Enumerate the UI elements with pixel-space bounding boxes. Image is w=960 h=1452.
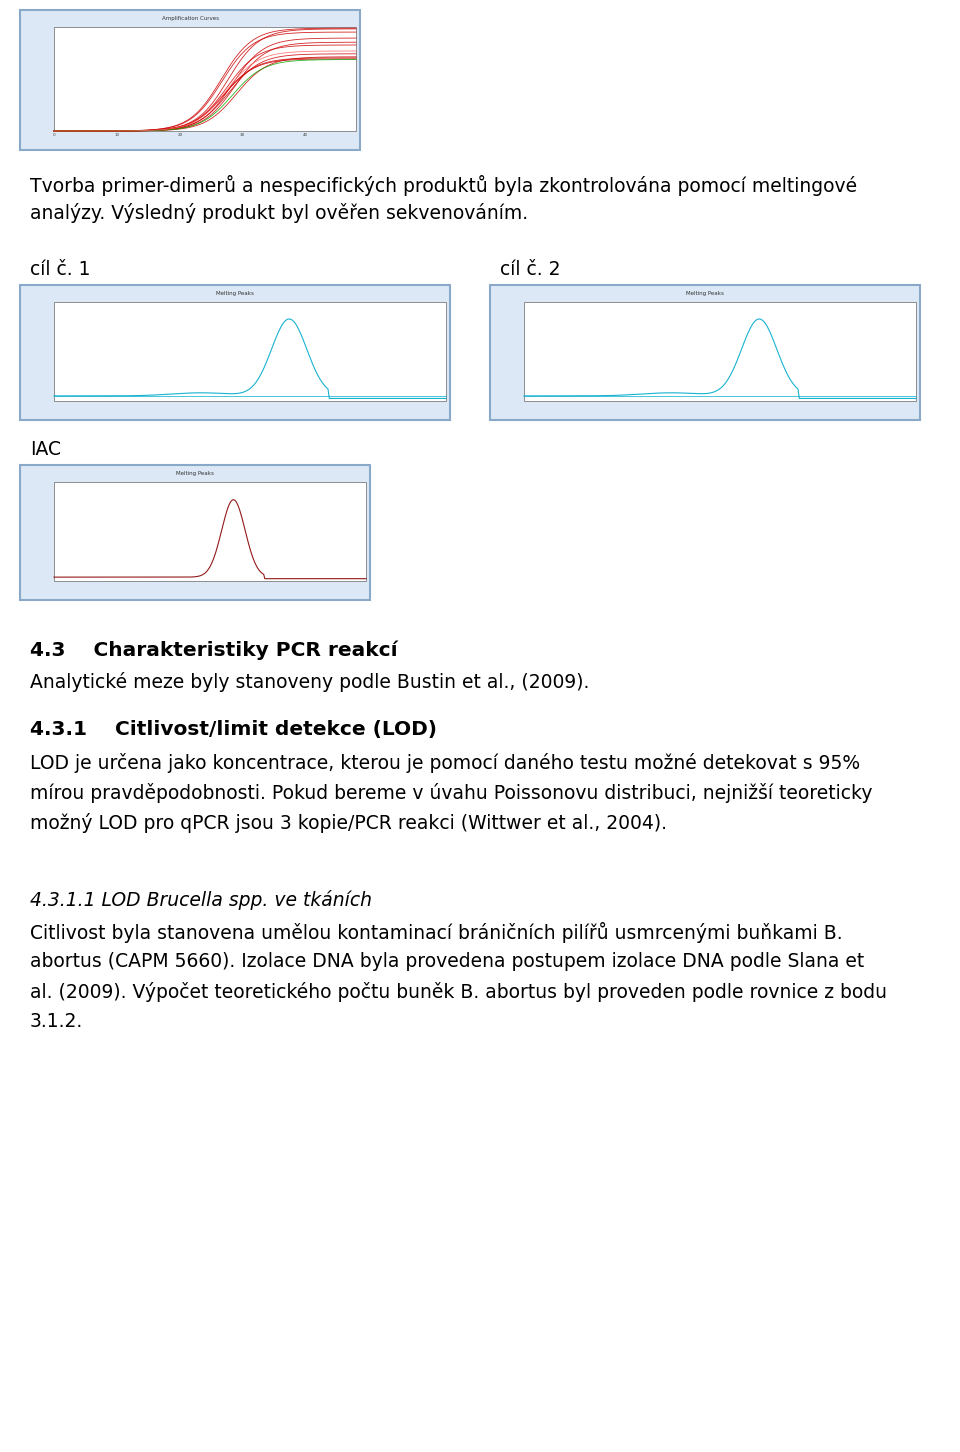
Text: 0: 0 — [53, 134, 56, 136]
Text: cíl č. 1: cíl č. 1 — [30, 260, 90, 279]
Text: 4.3.1    Citlivost/limit detekce (LOD): 4.3.1 Citlivost/limit detekce (LOD) — [30, 720, 437, 739]
Text: LOD je určena jako koncentrace, kterou je pomocí daného testu možné detekovat s : LOD je určena jako koncentrace, kterou j… — [30, 754, 860, 772]
Text: mírou pravděpodobnosti. Pokud bereme v úvahu Poissonovu distribuci, nejnižší teo: mírou pravděpodobnosti. Pokud bereme v ú… — [30, 783, 873, 803]
FancyBboxPatch shape — [20, 285, 450, 420]
Text: Melting Peaks: Melting Peaks — [686, 290, 724, 296]
Text: Analytické meze byly stanoveny podle Bustin et al., (2009).: Analytické meze byly stanoveny podle Bus… — [30, 672, 589, 693]
Text: Citlivost byla stanovena umělou kontaminací bráničních pilířů usmrcenými buňkami: Citlivost byla stanovena umělou kontamin… — [30, 922, 843, 942]
FancyBboxPatch shape — [54, 302, 446, 401]
FancyBboxPatch shape — [54, 482, 366, 581]
FancyBboxPatch shape — [20, 465, 370, 600]
Text: Melting Peaks: Melting Peaks — [176, 470, 214, 476]
FancyBboxPatch shape — [490, 285, 920, 420]
Text: 20: 20 — [178, 134, 182, 136]
FancyBboxPatch shape — [54, 28, 356, 131]
Text: cíl č. 2: cíl č. 2 — [500, 260, 561, 279]
Text: 4.3    Charakteristiky PCR reakcí: 4.3 Charakteristiky PCR reakcí — [30, 640, 397, 659]
Text: 4.3.1.1 LOD Brucella spp. ve tkáních: 4.3.1.1 LOD Brucella spp. ve tkáních — [30, 890, 372, 910]
Text: 40: 40 — [303, 134, 308, 136]
Text: 30: 30 — [240, 134, 246, 136]
Text: Amplification Curves: Amplification Curves — [161, 16, 219, 20]
Text: analýzy. Výsledný produkt byl ověřen sekvenováním.: analýzy. Výsledný produkt byl ověřen sek… — [30, 203, 528, 224]
Text: abortus (CAPM 5660). Izolace DNA byla provedena postupem izolace DNA podle Slana: abortus (CAPM 5660). Izolace DNA byla pr… — [30, 953, 864, 971]
FancyBboxPatch shape — [20, 10, 360, 150]
Text: 10: 10 — [114, 134, 119, 136]
FancyBboxPatch shape — [524, 302, 916, 401]
Text: Tvorba primer-dimerů a nespecifických produktů byla zkontrolována pomocí melting: Tvorba primer-dimerů a nespecifických pr… — [30, 176, 857, 196]
Text: Melting Peaks: Melting Peaks — [216, 290, 254, 296]
Text: al. (2009). Výpočet teoretického počtu buněk B. abortus byl proveden podle rovni: al. (2009). Výpočet teoretického počtu b… — [30, 982, 887, 1002]
Text: IAC: IAC — [30, 440, 61, 459]
Text: možný LOD pro qPCR jsou 3 kopie/PCR reakci (Wittwer et al., 2004).: možný LOD pro qPCR jsou 3 kopie/PCR reak… — [30, 813, 667, 833]
Text: 3.1.2.: 3.1.2. — [30, 1012, 84, 1031]
